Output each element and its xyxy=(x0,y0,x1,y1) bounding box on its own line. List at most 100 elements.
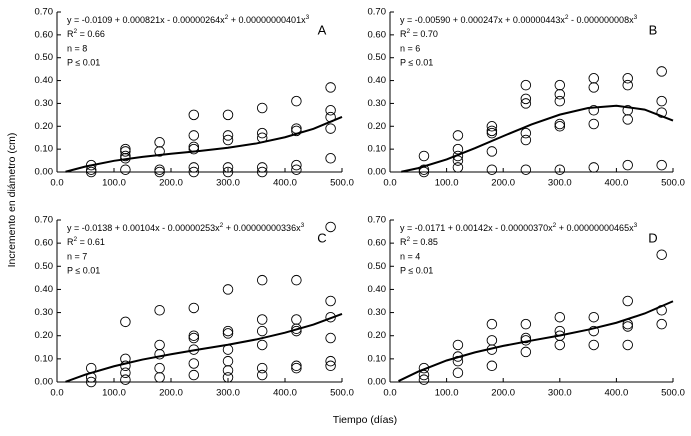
data-point xyxy=(154,166,165,178)
data-point xyxy=(154,372,165,383)
data-point xyxy=(452,351,464,362)
superscript: 2 xyxy=(407,28,411,35)
y-tick-label: 0.20 xyxy=(35,330,54,341)
fit-curve xyxy=(398,300,674,382)
data-point xyxy=(452,355,464,367)
data-point xyxy=(554,118,566,130)
data-point xyxy=(486,125,498,137)
data-point xyxy=(622,105,633,116)
data-point xyxy=(588,162,600,173)
x-axis-label: Tiempo (días) xyxy=(333,414,397,426)
data-point xyxy=(222,344,234,355)
data-point xyxy=(452,367,464,378)
data-point xyxy=(452,155,464,166)
equation-part: + 0.00000000465x xyxy=(556,223,634,233)
data-point xyxy=(520,98,532,109)
data-point xyxy=(554,325,566,337)
x-tick-label: 200.0 xyxy=(159,178,183,189)
data-point xyxy=(120,360,131,372)
data-point xyxy=(520,346,532,358)
data-point xyxy=(291,159,302,171)
superscript: 2 xyxy=(565,14,569,21)
data-point xyxy=(222,109,234,121)
p-value: P ≤ 0.01 xyxy=(400,57,433,67)
superscript: 2 xyxy=(74,28,78,35)
data-point xyxy=(486,121,498,132)
data-point xyxy=(622,339,633,351)
y-tick-label: 0.30 xyxy=(35,307,54,318)
data-point xyxy=(256,325,268,337)
y-tick-label: 0.10 xyxy=(368,353,387,364)
data-point xyxy=(520,318,532,330)
data-point xyxy=(622,159,633,171)
data-point xyxy=(520,134,532,146)
data-point xyxy=(656,107,667,118)
x-tick-label: 300.0 xyxy=(548,178,572,189)
p-value: P ≤ 0.01 xyxy=(67,265,100,275)
y-tick-label: 0.30 xyxy=(35,98,54,109)
data-point xyxy=(554,121,566,132)
data-point xyxy=(325,355,336,367)
x-tick-label: 400.0 xyxy=(605,178,629,189)
y-tick-label: 0.60 xyxy=(368,29,387,40)
data-point xyxy=(622,73,633,84)
equation-part: y = -0.0171 + 0.00142x - 0.00000370x xyxy=(400,223,553,233)
data-point xyxy=(291,314,302,325)
data-point xyxy=(222,284,234,295)
equation-part: y = -0.0109 + 0.000821x - 0.00000264x xyxy=(67,15,225,25)
data-point xyxy=(256,162,268,173)
data-point xyxy=(554,89,566,100)
data-point xyxy=(325,311,336,323)
y-tick-label: 0.70 xyxy=(35,7,54,18)
data-point xyxy=(256,314,268,325)
x-tick-label: 0.0 xyxy=(50,388,63,399)
data-point xyxy=(154,305,165,316)
equation-part: + 0.00000000401x xyxy=(228,15,306,25)
data-point xyxy=(588,325,600,337)
r-squared-part: = 0.70 xyxy=(410,29,438,39)
data-point xyxy=(588,82,600,93)
data-point xyxy=(291,362,302,374)
data-point xyxy=(622,321,633,332)
r-squared-part: = 0.85 xyxy=(410,237,438,247)
superscript: 2 xyxy=(553,222,557,229)
sample-size: n = 4 xyxy=(400,251,420,261)
y-tick-label: 0.50 xyxy=(368,261,387,272)
panel-letter: D xyxy=(648,230,657,245)
r-squared-part: = 0.66 xyxy=(77,29,105,39)
data-point xyxy=(188,166,200,178)
equation-part: + 0.00000000336x xyxy=(223,223,301,233)
y-tick-label: 0.20 xyxy=(35,121,54,132)
data-point xyxy=(120,374,131,385)
y-axis-label: Incremento en diámetro (cm) xyxy=(6,133,18,268)
data-point xyxy=(256,102,268,114)
data-point xyxy=(588,73,600,84)
data-point xyxy=(520,164,532,175)
superscript: 2 xyxy=(74,236,78,243)
superscript: 2 xyxy=(225,14,229,21)
data-point xyxy=(256,339,268,351)
data-point xyxy=(188,358,200,369)
data-point xyxy=(452,130,464,141)
x-tick-label: 100.0 xyxy=(435,388,459,399)
data-point xyxy=(154,362,165,374)
data-point xyxy=(85,362,97,374)
data-point xyxy=(486,318,498,330)
equation: y = -0.00590 + 0.000247x + 0.00000443x2 … xyxy=(400,14,638,25)
x-tick-label: 500.0 xyxy=(661,178,685,189)
superscript: 2 xyxy=(220,222,224,229)
data-point xyxy=(85,164,97,175)
data-point xyxy=(120,353,131,365)
data-point xyxy=(188,162,200,173)
data-point xyxy=(520,79,532,91)
data-point xyxy=(452,150,464,162)
r-squared: R2 = 0.66 xyxy=(67,28,105,39)
x-tick-label: 300.0 xyxy=(216,388,240,399)
data-point xyxy=(222,325,234,337)
data-point xyxy=(222,166,234,178)
data-point xyxy=(85,166,97,178)
data-point xyxy=(291,125,302,137)
data-point xyxy=(291,360,302,372)
data-point xyxy=(256,132,268,143)
